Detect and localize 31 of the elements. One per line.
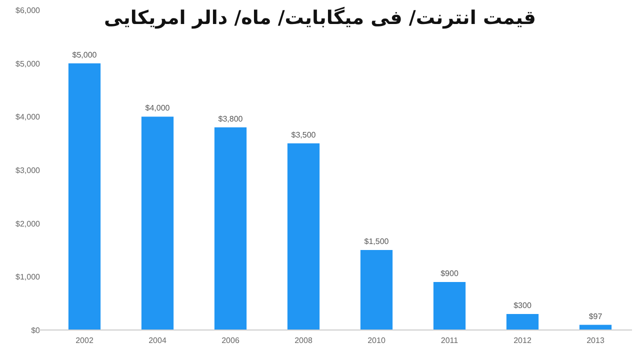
bar — [506, 314, 539, 330]
y-tick-label: $2,000 — [16, 219, 41, 228]
x-tick-label: 2006 — [222, 336, 240, 345]
chart-title: قیمت انترنت/ فی میگابایت/ ماه/ دالر امریکایی — [104, 6, 536, 29]
y-tick-label: $4,000 — [16, 112, 41, 122]
x-tick-label: 2004 — [148, 336, 167, 345]
y-tick-label: $6,000 — [16, 6, 41, 15]
bar — [433, 282, 466, 330]
x-tick-label: 2010 — [368, 336, 386, 345]
data-label: $3,500 — [291, 130, 316, 140]
bar — [214, 127, 247, 330]
bar — [360, 250, 393, 330]
x-tick-label: 2008 — [294, 336, 313, 345]
x-tick-label: 2002 — [76, 336, 94, 345]
data-label: $300 — [514, 301, 532, 310]
y-tick-label: $5,000 — [16, 59, 41, 68]
bar — [68, 63, 101, 330]
bar — [287, 143, 320, 330]
data-label: $3,800 — [218, 114, 244, 124]
y-tick-label: $1,000 — [16, 272, 41, 282]
data-label: $97 — [588, 312, 603, 321]
x-tick-label: 2012 — [514, 336, 532, 345]
bar — [141, 116, 174, 330]
x-tick-label: 2011 — [440, 336, 459, 345]
data-label: $900 — [440, 269, 459, 278]
x-tick-label: 2013 — [586, 336, 605, 345]
data-label: $4,000 — [145, 104, 170, 113]
y-tick-label: $3,000 — [16, 166, 41, 175]
data-label: $5,000 — [72, 50, 98, 60]
data-label: $1,500 — [364, 237, 390, 246]
y-tick-label: $0 — [31, 326, 41, 335]
